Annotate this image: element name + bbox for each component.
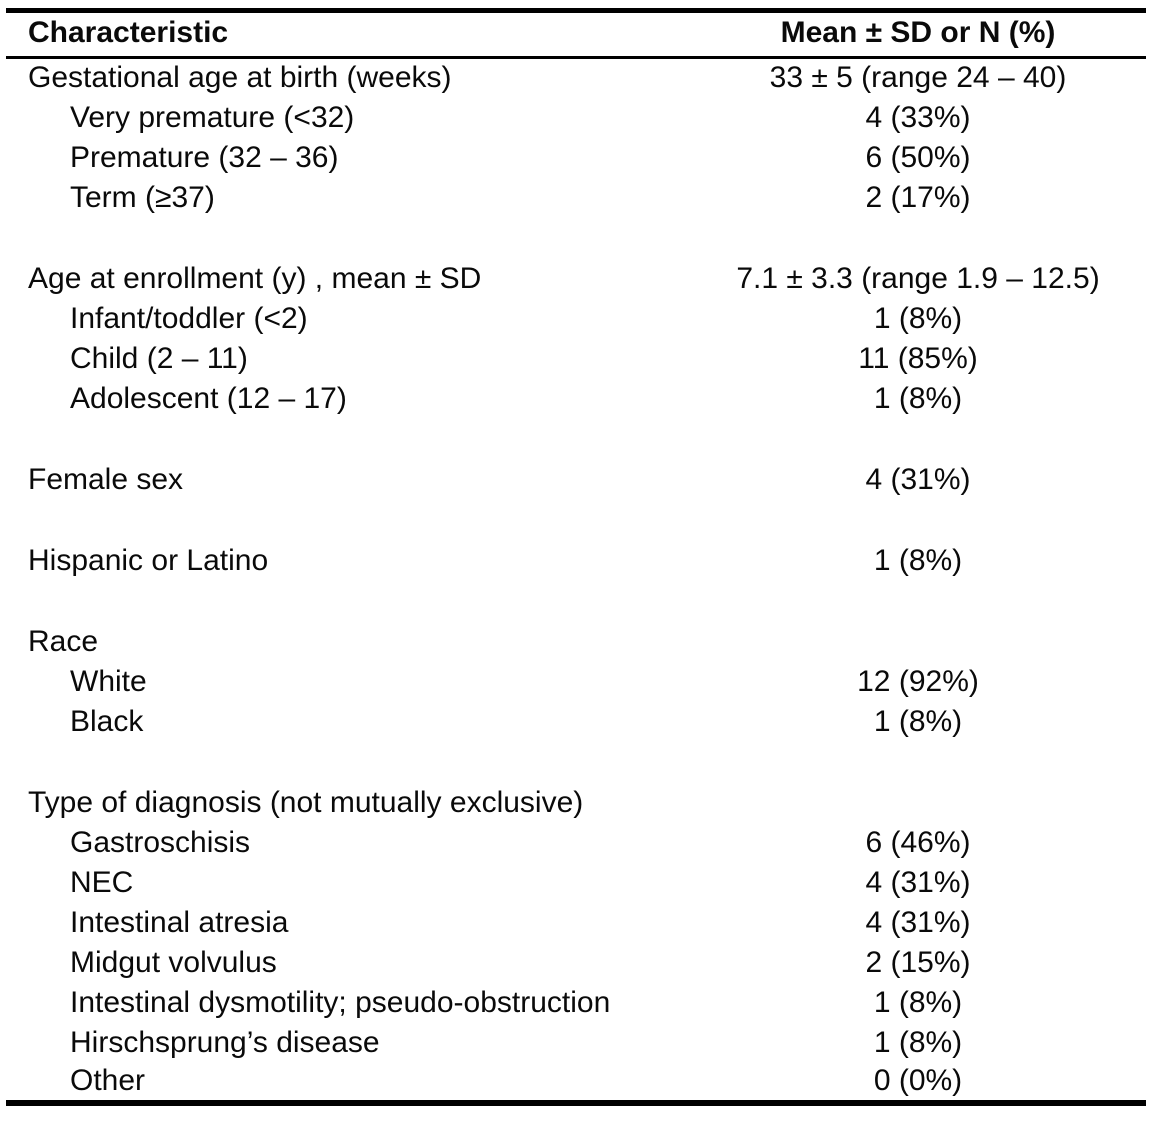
characteristic-cell: Hirschsprung’s disease [70,1025,380,1059]
characteristic-cell: NEC [70,865,134,899]
characteristic-cell: Female sex [28,462,184,496]
table-row: Gestational age at birth (weeks) 33 ± 5 (… [6,58,1146,98]
value-cell: 12 (92%) [857,664,979,698]
table-row: Other 0 (0%) [6,1063,1146,1103]
header-value: Mean ± SD or N (%) [690,10,1146,59]
characteristic-cell: Intestinal atresia [70,905,289,939]
table-row: NEC 4 (31%) [6,863,1146,903]
table-row: Type of diagnosis (not mutually exclusiv… [6,783,1146,823]
table-row: Black 1 (8%) [6,702,1146,742]
characteristic-cell: Gastroschisis [70,825,251,859]
spacer-cell [6,218,1146,259]
section-spacer-row [6,581,1146,622]
characteristic-cell: Gestational age at birth (weeks) [28,61,452,95]
characteristic-cell: Hispanic or Latino [28,543,269,577]
section-spacer-row [6,742,1146,783]
value-cell: 1 (8%) [873,704,963,738]
value-cell [690,622,1146,662]
characteristic-cell: Type of diagnosis (not mutually exclusiv… [28,785,584,819]
value-cell: 1 (8%) [873,381,963,415]
characteristic-cell: Premature (32 – 36) [70,140,339,174]
table-row: Child (2 – 11) 11 (85%) [6,339,1146,379]
table-header: Characteristic Mean ± SD or N (%) [6,10,1146,59]
table-row: Intestinal atresia 4 (31%) [6,903,1146,943]
table-row: Gastroschisis 6 (46%) [6,823,1146,863]
table-row: Age at enrollment (y) , mean ± SD 7.1 ± 3… [6,259,1146,299]
characteristic-cell: Race [28,624,99,658]
value-cell: 6 (50%) [865,140,971,174]
value-cell: 4 (33%) [865,100,971,134]
table-row: Race [6,622,1146,662]
characteristic-cell: Black [70,704,144,738]
characteristic-cell: Child (2 – 11) [70,341,248,375]
value-cell: 0 (0%) [873,1064,963,1097]
value-cell: 4 (31%) [865,905,971,939]
value-cell: 2 (15%) [865,945,971,979]
value-cell: 33 ± 5 (range 24 – 40) [769,61,1067,95]
characteristic-cell: Age at enrollment (y) , mean ± SD [28,261,482,295]
table-row: Midgut volvulus 2 (15%) [6,943,1146,983]
value-cell: 1 (8%) [873,985,963,1019]
spacer-cell [6,581,1146,622]
value-cell: 1 (8%) [873,301,963,335]
value-cell: 6 (46%) [865,825,971,859]
table-body: Gestational age at birth (weeks) 33 ± 5 (… [6,58,1146,1103]
characteristic-cell: Adolescent (12 – 17) [70,381,347,415]
table-row: Very premature (<32) 4 (33%) [6,98,1146,138]
value-cell [690,783,1146,823]
section-spacer-row [6,500,1146,541]
value-cell: 4 (31%) [865,865,971,899]
characteristic-cell: Term (≥37) [70,180,215,214]
value-cell: 1 (8%) [873,1025,963,1059]
table-header-row: Characteristic Mean ± SD or N (%) [6,10,1146,59]
characteristic-cell: White [70,664,147,698]
characteristic-cell: Very premature (<32) [70,100,355,134]
value-cell: 7.1 ± 3.3 (range 1.9 – 12.5) [736,261,1100,295]
table-row: Female sex 4 (31%) [6,460,1146,500]
spacer-cell [6,419,1146,460]
characteristics-table: Characteristic Mean ± SD or N (%) Gestat… [6,8,1146,1106]
table-row: Premature (32 – 36) 6 (50%) [6,138,1146,178]
table-row: Hispanic or Latino 1 (8%) [6,541,1146,581]
characteristic-cell: Intestinal dysmotility; pseudo-obstructi… [70,985,611,1019]
characteristic-cell: Other [70,1064,146,1097]
table-row: Term (≥37) 2 (17%) [6,178,1146,218]
spacer-cell [6,500,1146,541]
characteristic-cell: Infant/toddler (<2) [70,301,308,335]
spacer-cell [6,742,1146,783]
header-characteristic: Characteristic [6,10,690,59]
section-spacer-row [6,419,1146,460]
characteristic-cell: Midgut volvulus [70,945,277,979]
table-row: Infant/toddler (<2) 1 (8%) [6,299,1146,339]
table-row: Intestinal dysmotility; pseudo-obstructi… [6,983,1146,1023]
table-row: Adolescent (12 – 17) 1 (8%) [6,379,1146,419]
table-row: Hirschsprung’s disease 1 (8%) [6,1023,1146,1063]
table-row: White 12 (92%) [6,662,1146,702]
value-cell: 4 (31%) [865,462,971,496]
value-cell: 11 (85%) [858,341,978,375]
section-spacer-row [6,218,1146,259]
value-cell: 1 (8%) [873,543,963,577]
value-cell: 2 (17%) [865,180,971,214]
